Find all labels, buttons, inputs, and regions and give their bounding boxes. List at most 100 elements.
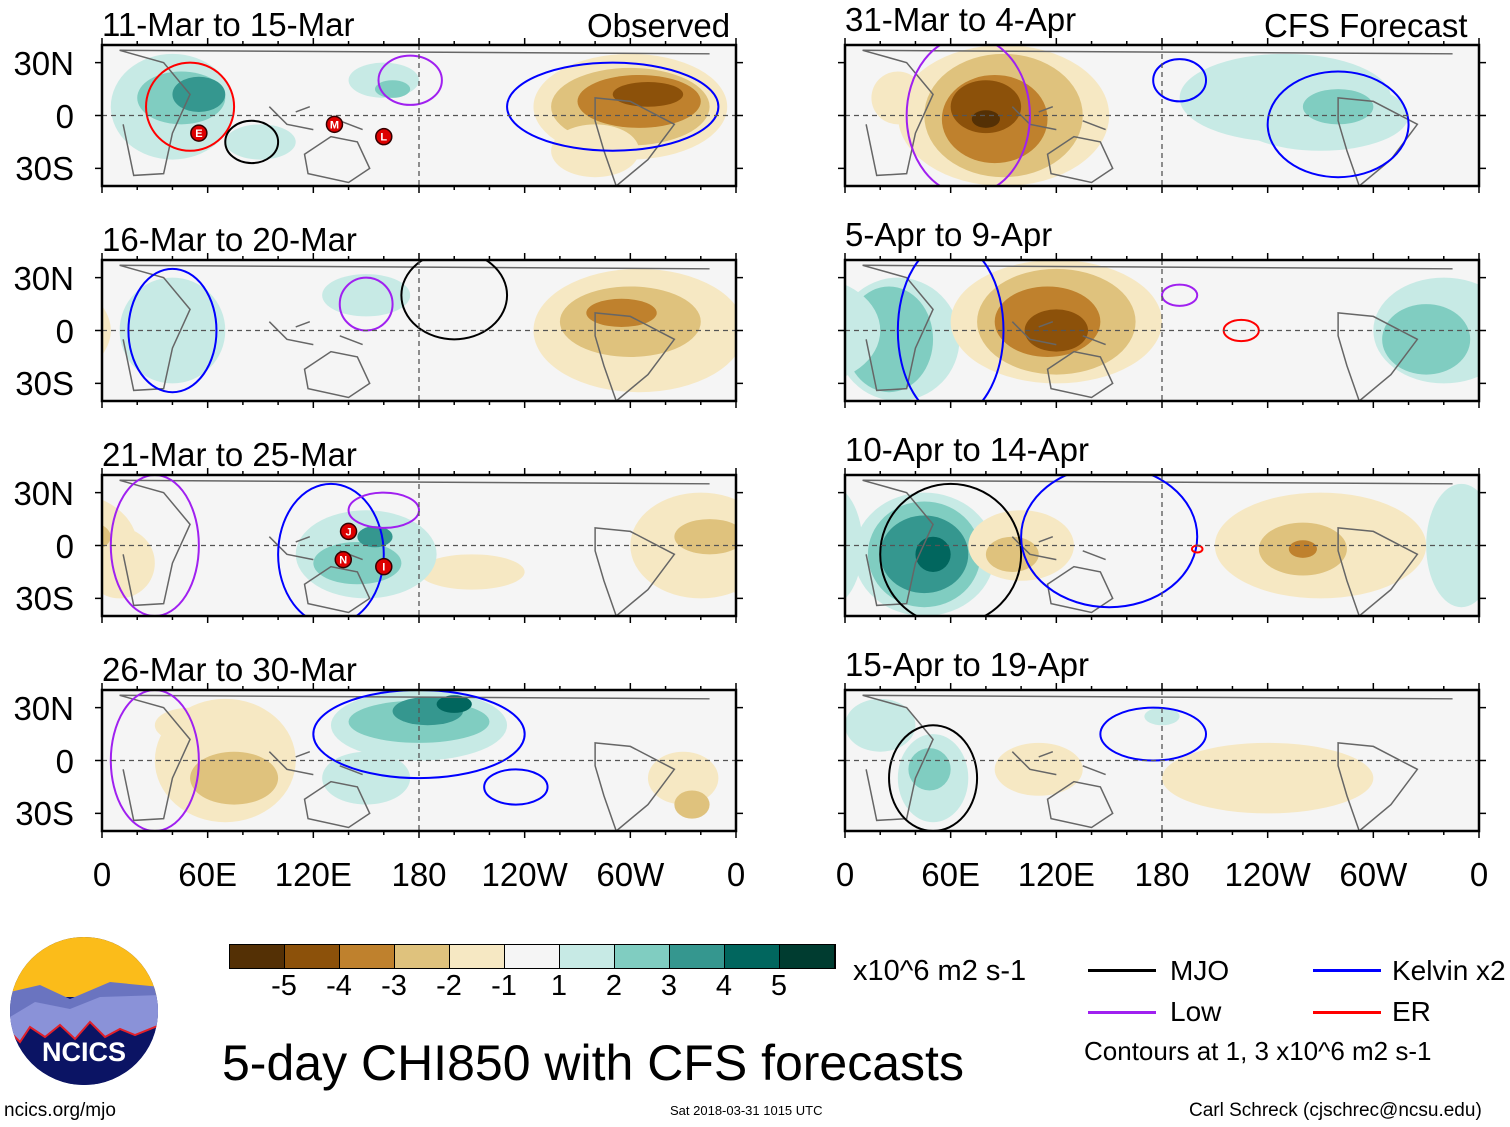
coastline-australia: [303, 780, 371, 829]
legend-er: ER: [1392, 996, 1431, 1027]
coastline-australia: [303, 350, 371, 399]
contour-line: [506, 61, 720, 152]
coastline-africa: [862, 694, 1453, 822]
coastline-africa: [119, 264, 710, 392]
lat-tick-label: 30N: [13, 474, 74, 512]
forecast-header: CFS Forecast: [1264, 7, 1468, 44]
figure-title: 5-day CHI850 with CFS forecasts: [222, 1035, 964, 1091]
chi-shading: [971, 110, 1000, 128]
colorbar-swatch: [450, 945, 505, 968]
panel-title: 26-Mar to 30-Mar: [102, 651, 357, 688]
contour-line: [277, 482, 385, 616]
lon-tick-label: 60W: [1339, 856, 1408, 893]
legend-mjo: MJO: [1170, 955, 1230, 986]
contour-line: [1266, 70, 1410, 179]
coastline-australia: [303, 565, 371, 614]
chi-shading: [950, 80, 1022, 134]
panel-title: 21-Mar to 25-Mar: [102, 436, 357, 473]
contour-line: [224, 119, 280, 165]
coastline-australia: [1046, 135, 1114, 184]
lat-tick-label: 0: [55, 97, 74, 135]
colorbar-label: -1: [491, 970, 517, 1002]
storm-icon: [339, 522, 358, 541]
map-panel: [838, 683, 1486, 838]
chi-shading: [1144, 707, 1180, 726]
contour-line: [888, 724, 979, 831]
chi-shading: [1382, 304, 1471, 375]
coastline-south-america: [1337, 312, 1419, 401]
colorbar-swatch: [780, 945, 835, 968]
lon-tick-label: 180: [391, 856, 447, 893]
storm-label: J: [345, 526, 351, 538]
panel-title: 11-Mar to 15-Mar: [102, 6, 355, 43]
colorbar-label: 2: [605, 970, 623, 1002]
storm-label: M: [330, 119, 339, 131]
chi-shading: [1479, 286, 1510, 392]
contour-line: [879, 482, 1023, 616]
map-panel: [95, 683, 743, 838]
storm-icon: [190, 124, 208, 142]
colorbar-label: 5: [770, 970, 788, 1002]
lon-tick-label: 0: [726, 856, 746, 893]
coastline-south-america: [1337, 527, 1419, 616]
chi-shading: [102, 499, 138, 592]
map-panel: E M L: [95, 38, 743, 193]
colorbar-label: 1: [550, 970, 568, 1002]
lat-tick-label: 0: [55, 742, 74, 780]
chi-shading: [322, 274, 411, 317]
chi-shading: [1502, 501, 1510, 607]
lat-tick-label: 30N: [13, 44, 74, 82]
colorbar-swatch: [340, 945, 395, 968]
panel-title: 31-Mar to 4-Apr: [845, 1, 1077, 38]
lon-tick-label: 0: [92, 856, 112, 893]
chi-shading: [225, 124, 296, 160]
coastline-south-america: [594, 97, 676, 186]
chi-shading: [1505, 71, 1510, 124]
colorbar-swatch: [725, 945, 780, 968]
timestamp: Sat 2018-03-31 1015 UTC: [670, 1103, 823, 1118]
chi-shading: [748, 304, 836, 375]
colorbar-swatch: [560, 945, 615, 968]
lat-tick-label: 30N: [13, 689, 74, 727]
colorbar-label: 3: [660, 970, 678, 1002]
url-label[interactable]: ncics.org/mjo: [4, 1100, 116, 1121]
contour-line: [400, 260, 509, 341]
chi-shading: [908, 748, 951, 791]
observed-header: Observed: [587, 7, 731, 44]
contour-line: [312, 690, 526, 780]
coastline-maritime-continent: [1011, 535, 1106, 561]
coastline-africa: [119, 479, 710, 607]
chi-shading: [1488, 493, 1510, 616]
lon-tick-label: 60E: [178, 856, 238, 893]
chi-shading: [357, 526, 393, 548]
legend-mjo-line: [1088, 969, 1156, 972]
coastline-maritime-continent: [268, 750, 363, 776]
colorbar-label: -4: [326, 970, 352, 1002]
lat-tick-label: 30N: [13, 259, 74, 297]
legend-er-line: [1313, 1011, 1381, 1014]
lat-tick-label: 0: [55, 527, 74, 565]
chi-shading: [1288, 540, 1317, 558]
lon-tick-label: 120W: [1224, 856, 1311, 893]
coastline-australia: [1046, 350, 1114, 399]
lat-tick-label: 30S: [15, 795, 74, 833]
contour-line: [1020, 475, 1199, 609]
author: Carl Schreck (cjschrec@ncsu.edu): [1189, 1100, 1482, 1121]
contour-line: [109, 690, 200, 831]
colorbar-label: 4: [715, 970, 733, 1002]
colorbar-swatch: [395, 945, 450, 968]
coastline-south-america: [1337, 97, 1419, 186]
coastline-maritime-continent: [1011, 320, 1106, 346]
storm-label: I: [382, 562, 385, 574]
chi-shading: [674, 790, 710, 819]
map-panel: [838, 468, 1486, 623]
chi-shading: [845, 492, 863, 599]
chi-shading: [190, 751, 279, 805]
coastline-south-america: [594, 312, 676, 401]
lon-tick-label: 120E: [274, 856, 352, 893]
chi-shading: [845, 284, 881, 377]
colorbar: [229, 944, 836, 969]
coastline-africa: [862, 479, 1453, 607]
coastline-maritime-continent: [268, 105, 363, 131]
